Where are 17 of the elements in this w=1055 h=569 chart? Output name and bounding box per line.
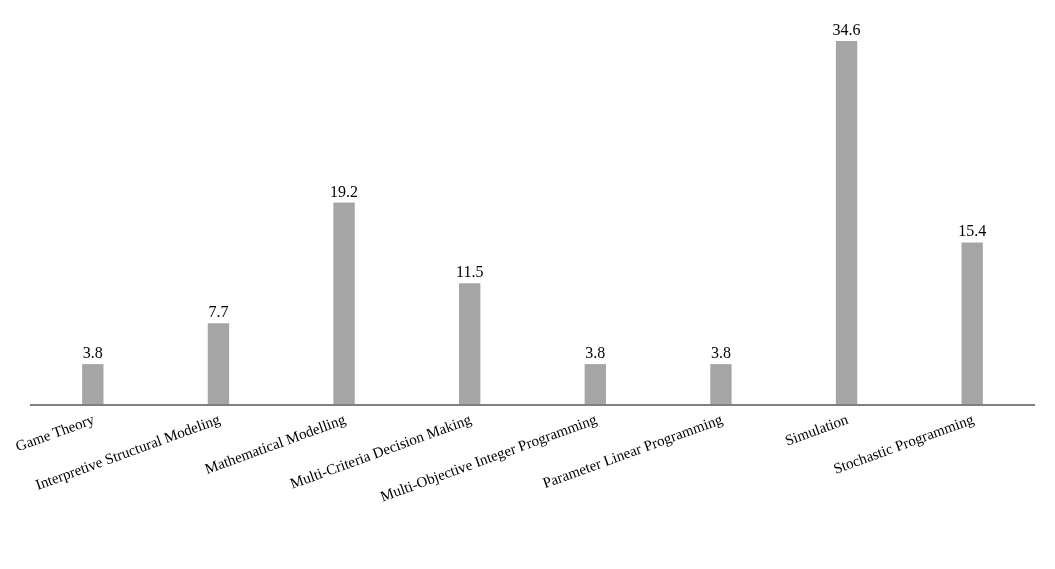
data-label: 3.8 xyxy=(710,344,731,362)
bar xyxy=(584,364,606,404)
data-label: 15.4 xyxy=(958,222,987,240)
data-label: 3.8 xyxy=(82,344,103,362)
bar xyxy=(459,283,481,404)
data-label: 3.8 xyxy=(585,344,606,362)
data-label: 19.2 xyxy=(330,182,359,200)
data-label: 11.5 xyxy=(455,263,484,281)
bar xyxy=(207,323,230,404)
bar xyxy=(333,202,355,404)
data-label: 7.7 xyxy=(208,303,229,321)
bar xyxy=(710,364,732,404)
bar xyxy=(82,364,104,404)
x-tick-label: Game Theory xyxy=(13,410,97,455)
bar xyxy=(961,242,983,404)
bar xyxy=(835,40,858,404)
data-label: 34.6 xyxy=(832,20,861,38)
